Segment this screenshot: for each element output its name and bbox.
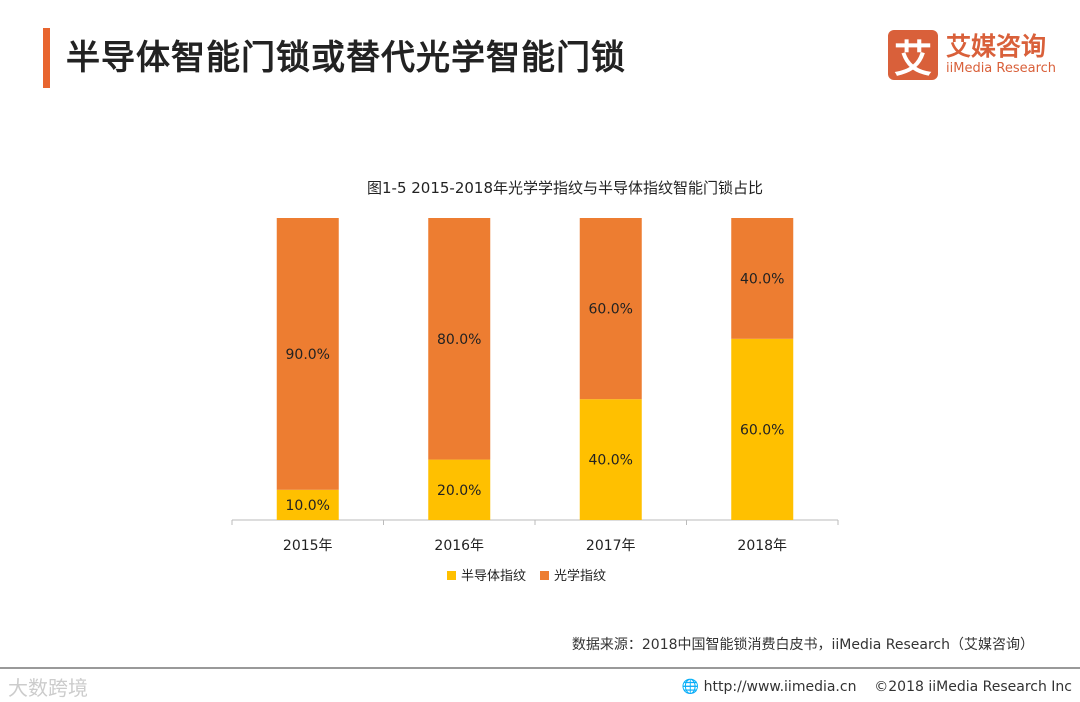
data-label: 40.0%	[740, 271, 784, 287]
bar-segment	[579, 218, 642, 400]
copyright: ©2018 iiMedia Research Inc	[874, 679, 1072, 695]
page-title: 半导体智能门锁或替代光学智能门锁	[66, 38, 626, 78]
footer-divider	[0, 667, 1080, 669]
iimedia-logo: 艾 艾媒咨询 iiMedia Research	[888, 30, 1057, 81]
x-tick-label: 2016年	[434, 538, 484, 554]
x-tick-label: 2015年	[283, 538, 333, 554]
website-link[interactable]: http://www.iimedia.cn	[703, 679, 857, 695]
bar-segment	[276, 218, 339, 490]
legend-item-semiconductor: 半导体指纹	[447, 565, 526, 584]
x-tick-label: 2018年	[737, 538, 787, 554]
data-source: 数据来源：2018中国智能锁消费白皮书，iiMedia Research（艾媒咨…	[571, 637, 1034, 653]
chart-title: 图1-5 2015-2018年光学学指纹与半导体指纹智能门锁占比	[366, 179, 764, 197]
bar-segment	[731, 338, 794, 520]
data-label: 60.0%	[740, 422, 784, 438]
legend-label: 半导体指纹	[461, 569, 527, 584]
bar-segment	[428, 218, 491, 460]
title-accent-bar	[43, 28, 50, 88]
data-label: 10.0%	[286, 498, 330, 514]
footer-info: 🌐 http://www.iimedia.cn ©2018 iiMedia Re…	[682, 679, 1072, 695]
globe-icon: 🌐	[681, 679, 700, 695]
x-tick-label: 2017年	[586, 538, 636, 554]
legend-item-optical: 光学指纹	[540, 565, 606, 584]
legend: 半导体指纹 光学指纹	[447, 565, 606, 584]
data-label: 20.0%	[437, 483, 481, 499]
data-label: 80.0%	[437, 332, 481, 348]
data-label: 40.0%	[589, 453, 633, 469]
bar-segment	[579, 399, 642, 520]
bar-segment	[276, 489, 339, 520]
data-label: 60.0%	[589, 302, 633, 318]
watermark: 大数跨境	[8, 676, 88, 700]
logo-cn: 艾媒咨询	[946, 32, 1047, 61]
legend-swatch	[540, 571, 550, 580]
data-label: 90.0%	[286, 347, 330, 363]
legend-label: 光学指纹	[554, 569, 607, 584]
legend-swatch	[447, 571, 456, 580]
logo-en: iiMedia Research	[946, 61, 1057, 76]
bar-segment	[428, 459, 491, 520]
logo-mark: 艾	[888, 30, 938, 81]
bar-segment	[731, 218, 794, 339]
